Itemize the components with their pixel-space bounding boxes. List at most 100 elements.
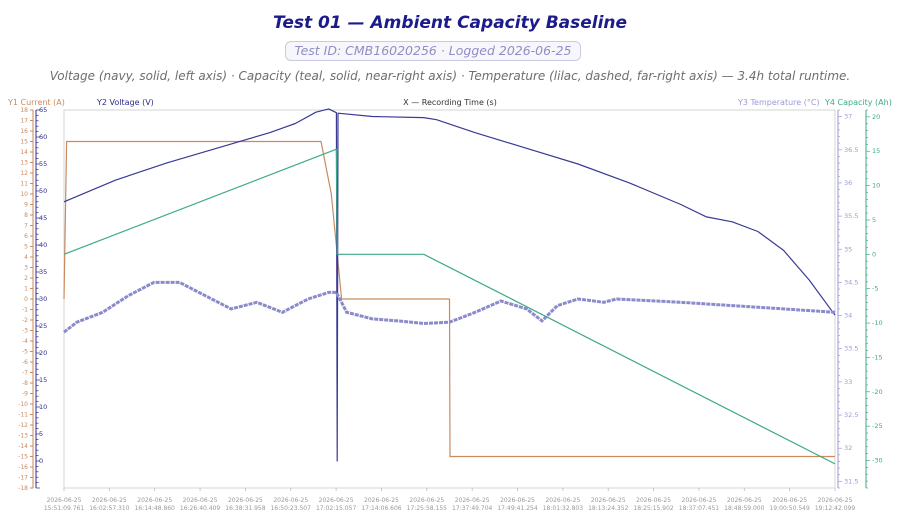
x-tick-label: 2026-06-25 18:37:07.451	[679, 497, 719, 512]
y4-tick-label: 15	[872, 147, 880, 155]
y2-tick-label: 25	[39, 322, 47, 330]
y3-tick-label: 34.5	[844, 278, 858, 286]
y3-tick-label: 37	[844, 113, 852, 121]
y1-tick-label: -1	[22, 307, 28, 314]
y1-tick-label: 7	[24, 223, 28, 230]
y3-tick-label: 36.5	[844, 146, 858, 154]
y1-tick-label: 13	[20, 160, 28, 167]
y1-tick-label: 3	[24, 265, 28, 272]
y2-tick-label: 40	[39, 241, 47, 249]
y1-tick-label: 11	[20, 181, 28, 188]
series-line-y4	[63, 148, 836, 465]
y2-tick-label: 30	[39, 295, 47, 303]
y1-tick-label: -9	[22, 391, 28, 398]
x-tick-label: 2026-06-25 16:50:23.507	[271, 497, 311, 512]
y1-tick-label: -3	[22, 328, 28, 335]
x-tick-label: 2026-06-25 17:14:06.606	[361, 497, 401, 512]
x-tick-label: 2026-06-25 16:26:40.409	[180, 497, 220, 512]
test-id-badge: Test ID: CMB16020256 · Logged 2026-06-25	[285, 41, 581, 61]
y1-tick-label: -7	[22, 370, 28, 377]
x-tick-label: 2026-06-25 16:02:57.310	[89, 497, 129, 512]
series-line-y3	[63, 280, 836, 334]
y2-tick-label: 65	[39, 106, 47, 114]
x-tick-label: 2026-06-25 18:48:59.000	[724, 497, 764, 512]
y4-tick-label: -15	[872, 353, 883, 361]
y1-tick-label: 4	[24, 254, 28, 261]
y1-tick-label: -11	[18, 412, 28, 419]
x-tick-label: 2026-06-25 17:49:41.254	[497, 497, 537, 512]
y1-tick-label: 9	[24, 202, 28, 209]
y1-tick-label: -12	[18, 422, 28, 429]
y1-tick-label: 6	[24, 233, 28, 240]
y3-tick-label: 32.5	[844, 411, 858, 419]
y1-tick-label: -6	[22, 359, 28, 366]
y2-tick-label: 45	[39, 214, 47, 222]
y1-tick-label: -14	[18, 443, 28, 450]
y1-tick-label: 14	[20, 149, 28, 156]
y1-tick-label: 12	[20, 170, 28, 177]
y1-tick-label: -4	[22, 338, 28, 345]
y1-tick-label: 2	[24, 275, 28, 282]
y3-tick-label: 31.5	[844, 477, 858, 485]
y3-tick-label: 35.5	[844, 212, 858, 220]
x-tick-label: 2026-06-25 18:13:24.352	[588, 497, 628, 512]
x-tick-label: 2026-06-25 17:37:49.704	[452, 497, 492, 512]
y1-tick-label: -13	[18, 433, 28, 440]
y2-tick-label: 5	[39, 430, 43, 438]
y4-axis-title: Y4 Capacity (Ah)	[824, 98, 892, 107]
y1-tick-label: -18	[18, 485, 28, 492]
y4-tick-label: -25	[872, 422, 883, 430]
y4-tick-label: -20	[872, 388, 883, 396]
y1-tick-label: -10	[18, 401, 28, 408]
y3-tick-label: 35	[844, 245, 852, 253]
x-axis-title: X — Recording Time (s)	[403, 98, 497, 107]
x-tick-label: 2026-06-25 17:02:15.057	[316, 497, 356, 512]
x-tick-label: 2026-06-25 19:00:50.549	[769, 497, 809, 512]
y1-tick-label: 16	[20, 128, 28, 135]
chart-subtitle: Voltage (navy, solid, left axis) · Capac…	[49, 69, 851, 83]
y2-axis-title: Y2 Voltage (V)	[96, 98, 154, 107]
y1-tick-label: 18	[20, 107, 28, 114]
y2-tick-label: 35	[39, 268, 47, 276]
y4-tick-label: 0	[872, 250, 876, 258]
y1-tick-label: -15	[18, 454, 28, 461]
x-tick-label: 2026-06-25 15:51:09.761	[44, 497, 84, 512]
y1-tick-label: 5	[24, 244, 28, 251]
y2-tick-label: 15	[39, 376, 47, 384]
y4-tick-label: -5	[872, 285, 878, 293]
x-tick-label: 2026-06-25 19:12:42.099	[815, 497, 855, 512]
x-tick-label: 2026-06-25 16:38:31.958	[225, 497, 265, 512]
y4-tick-label: 20	[872, 113, 880, 121]
y1-tick-label: -16	[18, 464, 28, 471]
y2-tick-label: 60	[39, 133, 47, 141]
y1-tick-label: 15	[20, 139, 28, 146]
y1-tick-label: 17	[20, 118, 28, 125]
y4-tick-label: 10	[872, 182, 880, 190]
y1-tick-label: -8	[22, 380, 28, 387]
y1-tick-label: -17	[18, 475, 28, 482]
series-line-y2	[63, 108, 836, 462]
y4-tick-label: 5	[872, 216, 876, 224]
y1-tick-label: -5	[22, 349, 28, 356]
y1-tick-label: 10	[20, 191, 28, 198]
y3-tick-label: 32	[844, 444, 852, 452]
y3-tick-label: 33	[844, 378, 852, 386]
y3-axis-title: Y3 Temperature (°C)	[737, 98, 820, 107]
x-tick-label: 2026-06-25 18:01:32.803	[543, 497, 583, 512]
y3-tick-label: 34	[844, 312, 852, 320]
x-tick-label: 2026-06-25 16:14:48.860	[135, 497, 175, 512]
y3-tick-label: 33.5	[844, 345, 858, 353]
y1-axis-title: Y1 Current (A)	[7, 98, 65, 107]
y2-tick-label: 50	[39, 187, 47, 195]
y3-tick-label: 36	[844, 179, 852, 187]
y4-tick-label: -30	[872, 457, 883, 465]
x-tick-label: 2026-06-25 18:25:15.902	[633, 497, 673, 512]
y1-tick-label: 1	[24, 286, 28, 293]
x-tick-label: 2026-06-25 17:25:58.155	[407, 497, 447, 512]
series-line-y1	[63, 140, 835, 458]
chart-title: Test 01 — Ambient Capacity Baseline	[272, 13, 628, 33]
y1-tick-label: 0	[24, 296, 28, 303]
y2-tick-label: 10	[39, 403, 47, 411]
y1-tick-label: -2	[22, 317, 28, 324]
